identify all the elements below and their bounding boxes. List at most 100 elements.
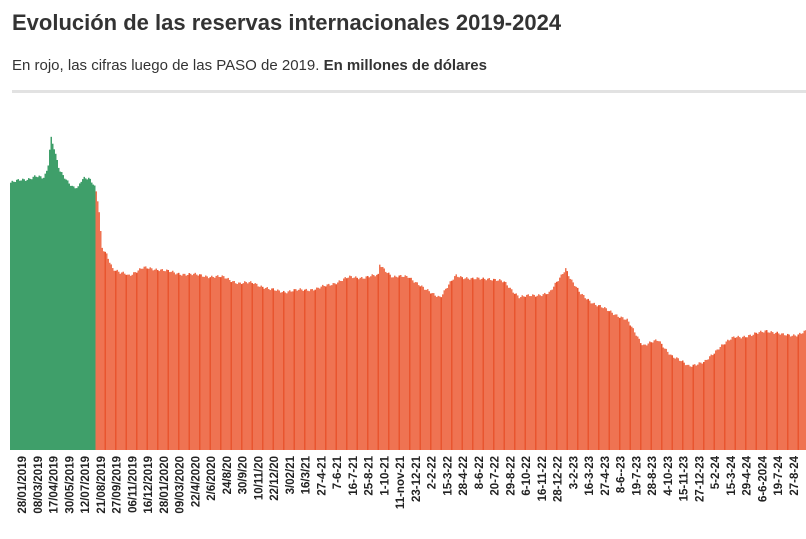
bar — [235, 283, 237, 450]
x-tick-label: 4-10-23 — [663, 456, 675, 496]
bar — [496, 280, 498, 450]
bar — [661, 343, 663, 450]
bar — [368, 277, 370, 450]
bar — [613, 315, 615, 450]
bar — [581, 293, 583, 450]
bar — [163, 270, 165, 450]
bar — [451, 280, 453, 450]
bar — [356, 277, 358, 450]
bar — [115, 270, 117, 450]
title-divider — [12, 90, 806, 93]
bar — [568, 276, 570, 450]
bar — [608, 311, 610, 450]
bar — [500, 280, 502, 450]
bar — [29, 178, 31, 450]
bar — [725, 341, 727, 450]
bar — [688, 364, 690, 450]
bar — [46, 170, 48, 451]
bars-group — [10, 136, 806, 451]
x-tick-label: 11-nov-21 — [395, 455, 407, 509]
bar — [257, 286, 259, 450]
bar — [221, 275, 223, 450]
x-tick-label: 10/11/20 — [253, 456, 265, 500]
bar — [332, 283, 334, 450]
bar — [668, 354, 670, 450]
x-tick-label: 8-6--23 — [616, 456, 628, 493]
bar — [758, 332, 760, 450]
bar — [724, 344, 726, 450]
bar — [734, 337, 736, 450]
bar — [112, 268, 114, 450]
bar — [622, 317, 624, 450]
bar — [760, 330, 762, 450]
bar — [397, 277, 399, 450]
bar — [232, 281, 234, 450]
bar — [592, 303, 594, 450]
bar — [665, 348, 667, 450]
bar — [379, 264, 381, 450]
bar — [767, 332, 769, 450]
bar — [470, 278, 472, 450]
bar — [11, 180, 13, 450]
bar — [337, 282, 339, 450]
bar — [775, 332, 777, 450]
bar — [380, 267, 382, 450]
bar — [236, 284, 238, 450]
bar — [277, 289, 279, 450]
bar — [766, 330, 768, 450]
bar — [185, 275, 187, 450]
bar — [133, 272, 135, 450]
bar — [446, 288, 448, 450]
bar — [253, 283, 255, 450]
bar — [563, 272, 565, 450]
bar — [745, 337, 747, 450]
bar — [59, 171, 61, 450]
bar — [757, 333, 759, 450]
x-tick-label: 08/03/2019 — [33, 456, 45, 514]
bar — [520, 297, 522, 450]
bar — [433, 293, 435, 450]
x-tick-labels: 28/01/2019 08/03/2019 17/04/2019 30/05/2019… — [17, 455, 801, 513]
bar — [431, 293, 433, 450]
bar — [340, 280, 342, 450]
bar — [542, 294, 544, 450]
bar — [716, 349, 718, 450]
bar — [671, 355, 673, 450]
bar — [578, 291, 580, 450]
bar — [458, 277, 460, 450]
bar — [731, 336, 733, 450]
bar — [746, 337, 748, 450]
bar — [559, 277, 561, 450]
bar — [161, 269, 163, 450]
bar — [488, 278, 490, 450]
bar — [448, 284, 450, 450]
bar — [260, 285, 262, 450]
bar — [343, 278, 345, 450]
bar — [494, 279, 496, 450]
bar — [326, 284, 328, 450]
bar — [346, 278, 348, 450]
bar — [659, 341, 661, 450]
bar — [604, 307, 606, 450]
bar — [409, 277, 411, 450]
bar — [319, 288, 321, 450]
bar — [284, 292, 286, 450]
bar — [310, 289, 312, 450]
bar — [211, 275, 213, 450]
bar — [323, 286, 325, 450]
bar — [635, 335, 637, 450]
bar — [296, 290, 298, 450]
bar — [122, 271, 124, 450]
bar — [157, 269, 159, 450]
bar — [640, 343, 642, 450]
bar — [229, 280, 231, 450]
bar — [311, 288, 313, 450]
bar — [142, 268, 144, 450]
bar — [755, 332, 757, 450]
bar — [131, 274, 133, 450]
bar — [262, 286, 264, 450]
bar — [538, 294, 540, 450]
x-tick-label: 30/9/20 — [238, 456, 250, 494]
bar — [511, 289, 513, 450]
bar — [550, 290, 552, 450]
